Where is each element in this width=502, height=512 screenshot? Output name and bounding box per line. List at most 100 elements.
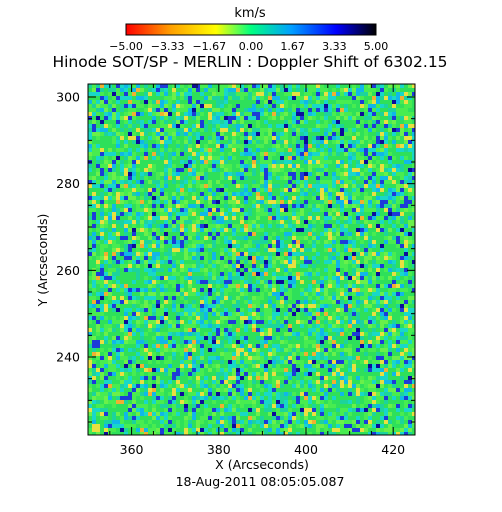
heatmap-cell (308, 224, 312, 228)
heatmap-cell (144, 224, 148, 228)
heatmap-cell (392, 100, 396, 104)
heatmap-cell (272, 288, 276, 292)
heatmap-cell (136, 88, 140, 92)
heatmap-cell (120, 272, 124, 276)
heatmap-cell (392, 232, 396, 236)
heatmap-cell (264, 276, 268, 280)
heatmap-cell (328, 276, 332, 280)
heatmap-cell (368, 108, 372, 112)
heatmap-cell (384, 152, 388, 156)
heatmap-cell (372, 296, 376, 300)
heatmap-cell (204, 184, 208, 188)
heatmap-cell (104, 256, 108, 260)
heatmap-cell (336, 220, 340, 224)
heatmap-cell (256, 192, 260, 196)
heatmap-cell (140, 236, 144, 240)
heatmap-cell (180, 148, 184, 152)
heatmap-cell (212, 92, 216, 96)
heatmap-cell (244, 168, 248, 172)
heatmap-cell (108, 244, 112, 248)
heatmap-cell (196, 320, 200, 324)
heatmap-cell (372, 152, 376, 156)
heatmap-cell (340, 308, 344, 312)
heatmap-cell (132, 192, 136, 196)
heatmap-cell (204, 312, 208, 316)
heatmap-cell (116, 108, 120, 112)
heatmap-cell (236, 292, 240, 296)
heatmap-cell (228, 324, 232, 328)
heatmap-cell (92, 228, 96, 232)
heatmap-cell (204, 240, 208, 244)
heatmap-cell (332, 304, 336, 308)
heatmap-cell (100, 140, 104, 144)
heatmap-cell (88, 248, 92, 252)
heatmap-cell (376, 208, 380, 212)
heatmap-cell (272, 300, 276, 304)
heatmap-cell (376, 220, 380, 224)
heatmap-cell (108, 264, 112, 268)
heatmap-cell (212, 288, 216, 292)
heatmap-cell (284, 244, 288, 248)
heatmap-cell (388, 204, 392, 208)
heatmap-cell (200, 200, 204, 204)
heatmap-cell (100, 160, 104, 164)
heatmap-cell (380, 148, 384, 152)
heatmap-cell (196, 264, 200, 268)
heatmap-cell (112, 220, 116, 224)
heatmap-cell (352, 144, 356, 148)
heatmap-cell (396, 272, 400, 276)
heatmap-cell (284, 120, 288, 124)
heatmap-cell (124, 116, 128, 120)
heatmap-cell (156, 120, 160, 124)
heatmap-cell (272, 252, 276, 256)
heatmap-cell (276, 88, 280, 92)
heatmap-cell (180, 204, 184, 208)
heatmap-cell (256, 308, 260, 312)
heatmap-cell (224, 180, 228, 184)
heatmap-cell (352, 160, 356, 164)
heatmap-cell (260, 236, 264, 240)
heatmap-cell (400, 264, 404, 268)
heatmap-cell (120, 176, 124, 180)
heatmap-cell (280, 92, 284, 96)
heatmap-cell (312, 184, 316, 188)
heatmap-cell (328, 260, 332, 264)
heatmap-cell (244, 236, 248, 240)
heatmap-cell (232, 268, 236, 272)
heatmap-cell (256, 132, 260, 136)
heatmap-cell (176, 304, 180, 308)
heatmap-cell (192, 256, 196, 260)
heatmap-cell (308, 260, 312, 264)
heatmap-cell (296, 276, 300, 280)
heatmap-cell (112, 192, 116, 196)
heatmap-cell (268, 260, 272, 264)
heatmap-cell (156, 88, 160, 92)
heatmap-cell (316, 228, 320, 232)
heatmap-cell (280, 256, 284, 260)
heatmap-cell (112, 148, 116, 152)
heatmap-cell (288, 148, 292, 152)
heatmap-cell (204, 144, 208, 148)
heatmap-cell (312, 312, 316, 316)
heatmap-cell (336, 172, 340, 176)
heatmap-cell (292, 224, 296, 228)
heatmap-cell (276, 104, 280, 108)
heatmap-cell (384, 180, 388, 184)
heatmap-cell (168, 308, 172, 312)
heatmap-cell (296, 216, 300, 220)
heatmap-cell (364, 140, 368, 144)
colorbar-tick-label: 5.00 (364, 40, 389, 53)
heatmap-cell (404, 260, 408, 264)
heatmap-cell (400, 220, 404, 224)
heatmap-cell (320, 88, 324, 92)
heatmap-cell (196, 116, 200, 120)
heatmap-cell (396, 148, 400, 152)
heatmap-cell (200, 176, 204, 180)
heatmap-cell (320, 252, 324, 256)
heatmap-cell (152, 120, 156, 124)
heatmap-cell (376, 216, 380, 220)
heatmap-cell (288, 112, 292, 116)
heatmap-cell (340, 132, 344, 136)
heatmap-cell (396, 160, 400, 164)
heatmap-cell (148, 240, 152, 244)
